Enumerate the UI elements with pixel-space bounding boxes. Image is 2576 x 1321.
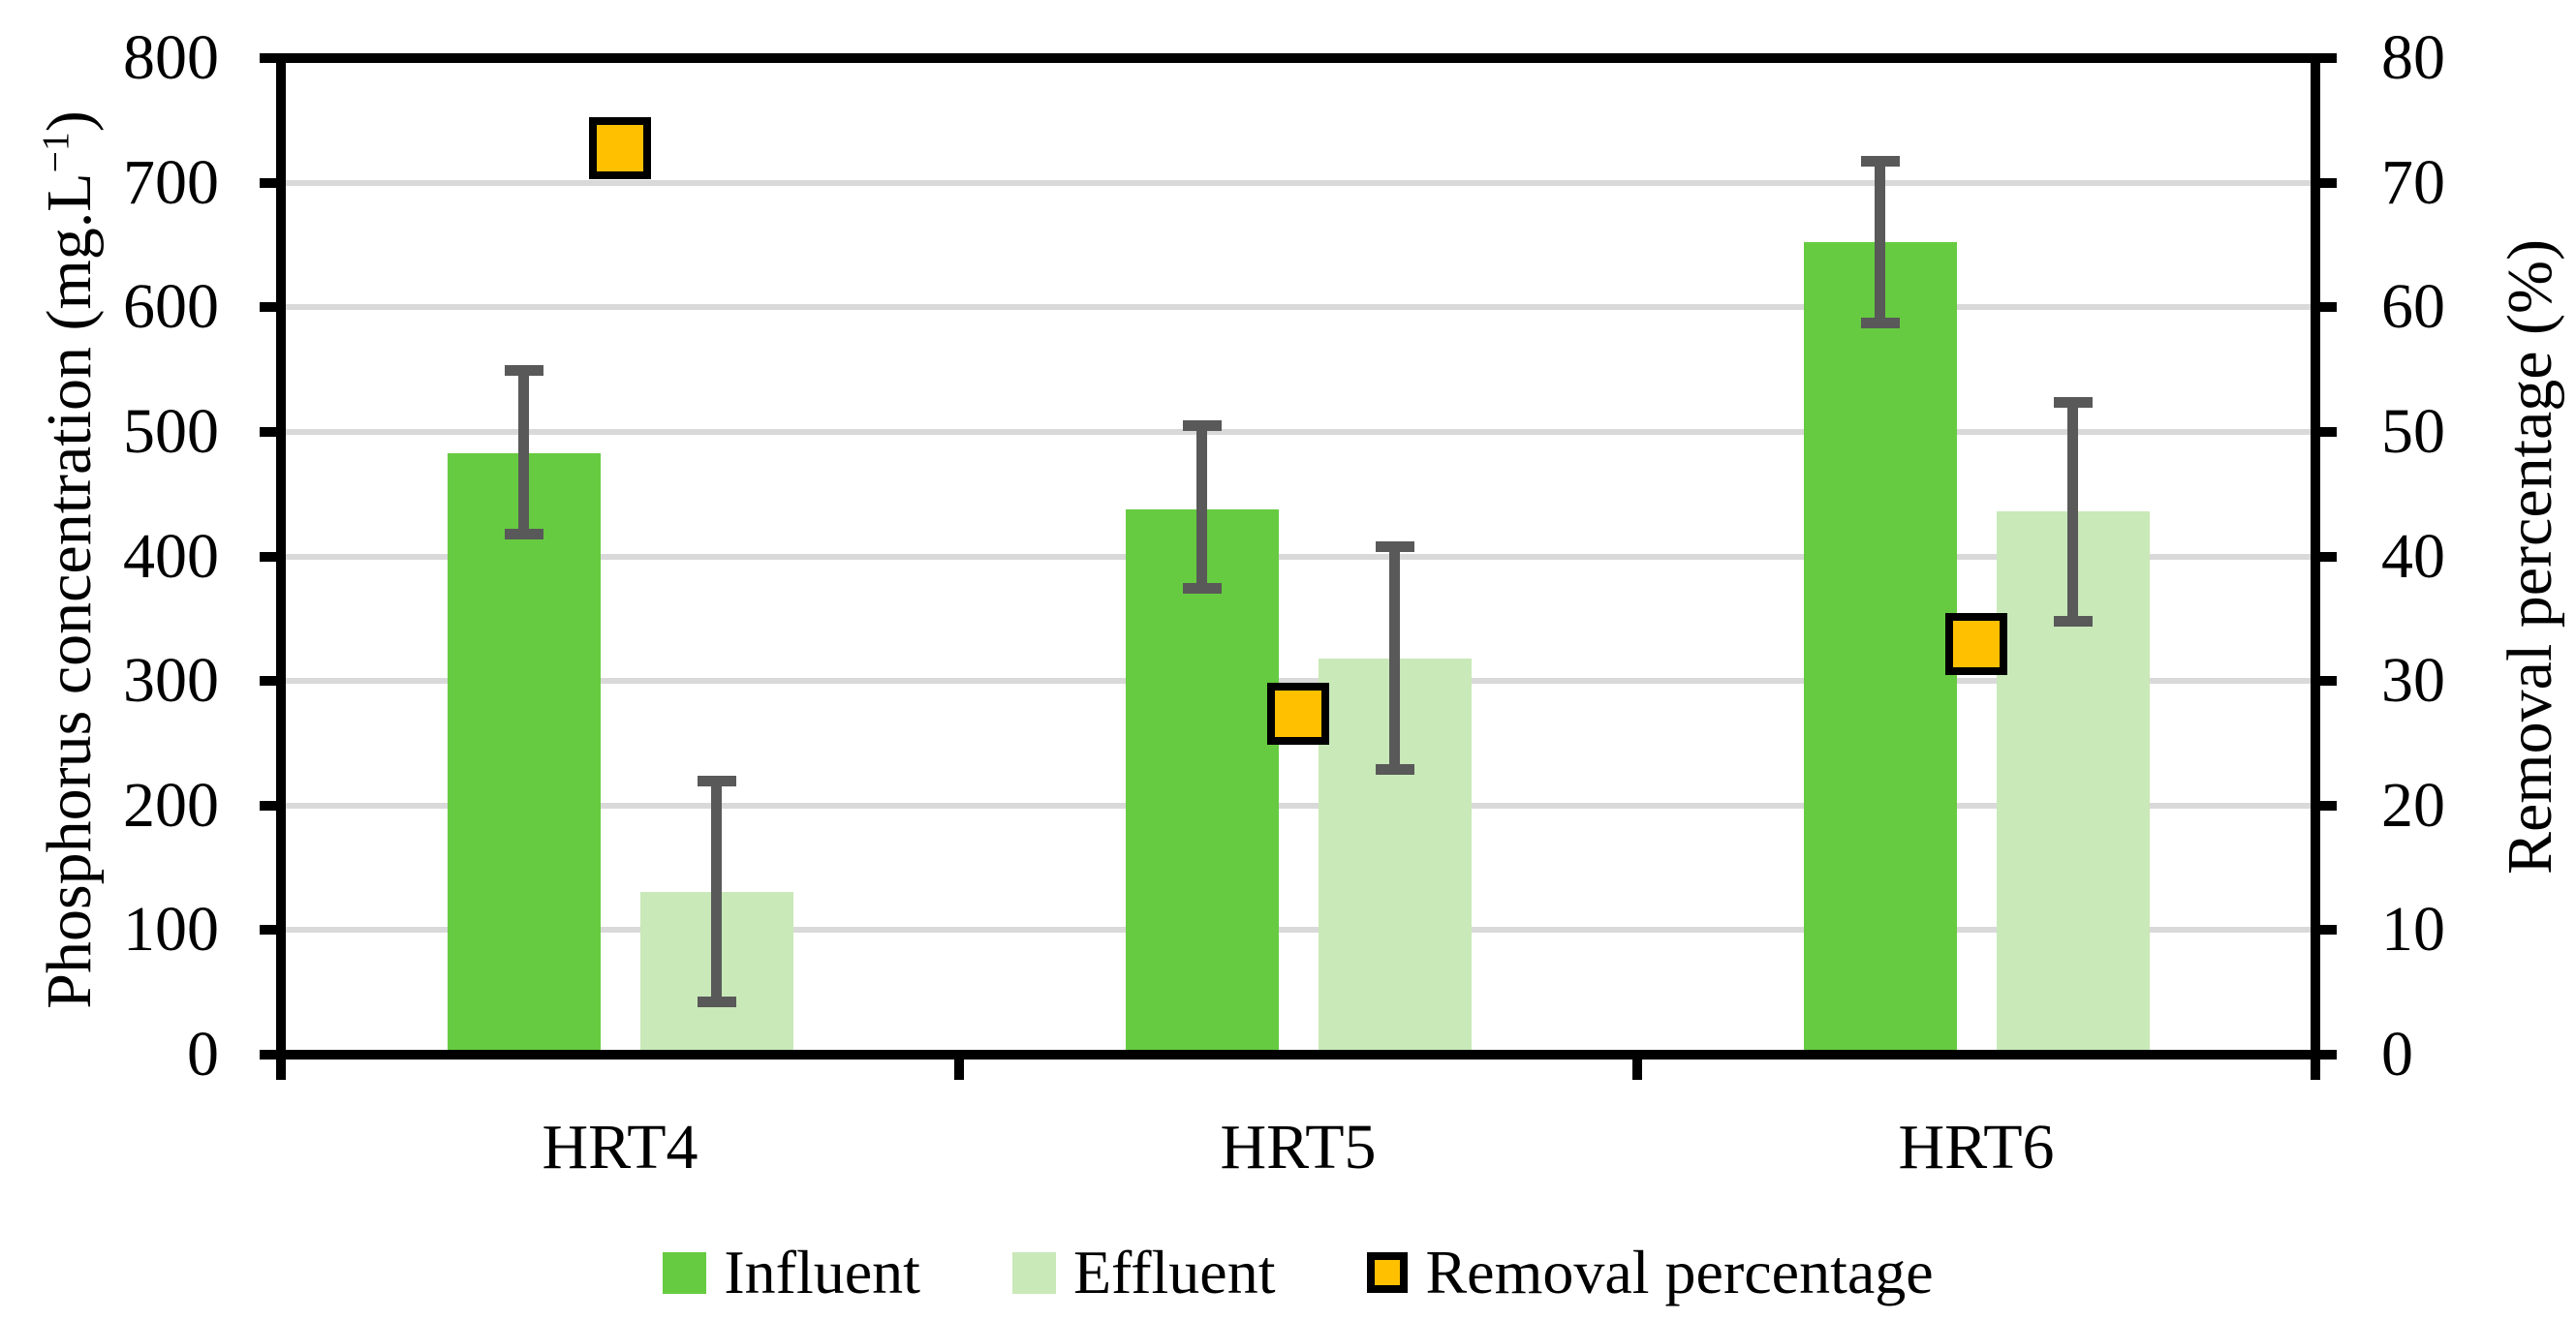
effluent-error-bar-hrt6-top-cap bbox=[2053, 396, 2093, 408]
right-axis-tick-label-30: 30 bbox=[2381, 645, 2445, 717]
effluent-error-bar-hrt5-bottom-cap bbox=[1375, 763, 1414, 775]
right-axis-tick-80 bbox=[2315, 53, 2337, 63]
left-axis-tick-label-400: 400 bbox=[123, 520, 219, 592]
effluent-error-bar-hrt6-bottom-cap bbox=[2053, 615, 2093, 627]
legend-label-effluent: Effluent bbox=[1072, 1238, 1276, 1306]
right-axis-tick-label-80: 80 bbox=[2381, 22, 2445, 93]
left-axis-tick-label-100: 100 bbox=[123, 894, 219, 966]
legend-item-effluent: Effluent bbox=[1011, 1238, 1276, 1306]
right-axis-tick-label-20: 20 bbox=[2381, 769, 2445, 841]
left-axis-tick-label-0: 0 bbox=[187, 1019, 219, 1090]
left-axis-title: Phosphorus concentration (mg.L−1) bbox=[33, 110, 107, 1008]
legend-label-influent: Influent bbox=[724, 1238, 920, 1306]
category-label-hrt5: HRT5 bbox=[1220, 1112, 1377, 1183]
left-axis-tick-700 bbox=[260, 177, 281, 188]
influent-error-bar-hrt5-bottom-cap bbox=[1182, 583, 1222, 595]
gridline-600 bbox=[281, 304, 2315, 311]
category-label-hrt6: HRT6 bbox=[1898, 1112, 2055, 1183]
influent-swatch-icon bbox=[663, 1251, 707, 1294]
influent-error-bar-hrt4-top-cap bbox=[504, 365, 543, 377]
category-label-hrt4: HRT4 bbox=[542, 1112, 698, 1183]
removal-marker-hrt6 bbox=[1945, 612, 2007, 675]
right-axis-tick-40 bbox=[2315, 551, 2337, 562]
left-axis-tick-400 bbox=[260, 551, 281, 562]
influent-error-bar-hrt4 bbox=[518, 370, 529, 535]
legend-item-removal: Removal percentage bbox=[1367, 1238, 1934, 1306]
left-axis-tick-label-500: 500 bbox=[123, 395, 219, 467]
effluent-error-bar-hrt6 bbox=[2067, 402, 2078, 622]
right-axis-tick-60 bbox=[2315, 302, 2337, 313]
removal-marker-hrt5 bbox=[1267, 682, 1329, 745]
influent-error-bar-hrt5 bbox=[1196, 425, 1207, 589]
left-axis-tick-800 bbox=[260, 53, 281, 63]
left-axis-tick-label-300: 300 bbox=[123, 645, 219, 717]
effluent-error-bar-hrt5 bbox=[1389, 546, 1400, 770]
right-axis-tick-30 bbox=[2315, 676, 2337, 687]
right-axis-tick-label-0: 0 bbox=[2381, 1019, 2413, 1090]
influent-error-bar-hrt6 bbox=[1875, 161, 1885, 323]
bottom-axis-tick-2 bbox=[1632, 1055, 1642, 1080]
gridline-700 bbox=[281, 179, 2315, 186]
influent-error-bar-hrt6-top-cap bbox=[1860, 156, 1900, 168]
legend-label-removal: Removal percentage bbox=[1425, 1238, 1934, 1306]
influent-error-bar-hrt4-bottom-cap bbox=[504, 528, 543, 539]
bottom-axis-tick-0 bbox=[276, 1055, 286, 1080]
influent-bar-hrt4 bbox=[447, 452, 601, 1055]
legend: Influent Effluent Removal percentage bbox=[276, 1242, 2320, 1304]
right-axis-tick-label-60: 60 bbox=[2381, 271, 2445, 343]
removal-swatch-icon bbox=[1367, 1252, 1409, 1293]
right-axis-tick-label-10: 10 bbox=[2381, 894, 2445, 966]
right-axis-tick-label-70: 70 bbox=[2381, 146, 2445, 218]
left-axis-tick-500 bbox=[260, 426, 281, 437]
gridline-400 bbox=[281, 553, 2315, 560]
influent-bar-hrt5 bbox=[1125, 508, 1279, 1055]
influent-error-bar-hrt5-top-cap bbox=[1182, 419, 1222, 431]
plot-border bbox=[276, 53, 2320, 1060]
right-axis-tick-0 bbox=[2315, 1050, 2337, 1060]
left-axis-tick-label-200: 200 bbox=[123, 769, 219, 841]
left-axis-tick-label-600: 600 bbox=[123, 271, 219, 343]
influent-bar-hrt6 bbox=[1803, 242, 1957, 1055]
left-axis-title-superscript: −1 bbox=[34, 132, 77, 173]
left-axis-tick-0 bbox=[260, 1050, 281, 1060]
left-axis-tick-600 bbox=[260, 302, 281, 313]
right-axis-tick-50 bbox=[2315, 426, 2337, 437]
bottom-axis-tick-1 bbox=[954, 1055, 964, 1080]
left-axis-tick-label-800: 800 bbox=[123, 22, 219, 93]
gridline-300 bbox=[281, 678, 2315, 685]
right-axis-tick-20 bbox=[2315, 800, 2337, 811]
removal-marker-hrt4 bbox=[589, 116, 651, 179]
effluent-error-bar-hrt4 bbox=[711, 781, 722, 1002]
effluent-error-bar-hrt4-top-cap bbox=[697, 775, 736, 786]
right-axis-tick-10 bbox=[2315, 925, 2337, 936]
right-axis-tick-70 bbox=[2315, 177, 2337, 188]
right-axis-tick-label-50: 50 bbox=[2381, 395, 2445, 467]
left-axis-tick-label-700: 700 bbox=[123, 146, 219, 218]
left-axis-tick-300 bbox=[260, 676, 281, 687]
effluent-swatch-icon bbox=[1011, 1251, 1056, 1294]
right-axis-tick-label-40: 40 bbox=[2381, 520, 2445, 592]
left-axis-tick-200 bbox=[260, 800, 281, 811]
bottom-axis-tick-3 bbox=[2311, 1055, 2320, 1080]
left-axis-title-text: Phosphorus concentration (mg.L bbox=[34, 172, 105, 1009]
effluent-error-bar-hrt4-bottom-cap bbox=[697, 997, 736, 1008]
left-axis-title-close: ) bbox=[34, 110, 105, 133]
influent-error-bar-hrt6-bottom-cap bbox=[1860, 318, 1900, 329]
gridline-200 bbox=[281, 802, 2315, 809]
right-axis-title: Removal percentage (%) bbox=[2495, 238, 2565, 876]
left-axis-tick-100 bbox=[260, 925, 281, 936]
effluent-error-bar-hrt5-top-cap bbox=[1375, 540, 1414, 552]
gridline-100 bbox=[281, 927, 2315, 934]
legend-item-influent: Influent bbox=[663, 1242, 920, 1304]
gridline-500 bbox=[281, 428, 2315, 435]
